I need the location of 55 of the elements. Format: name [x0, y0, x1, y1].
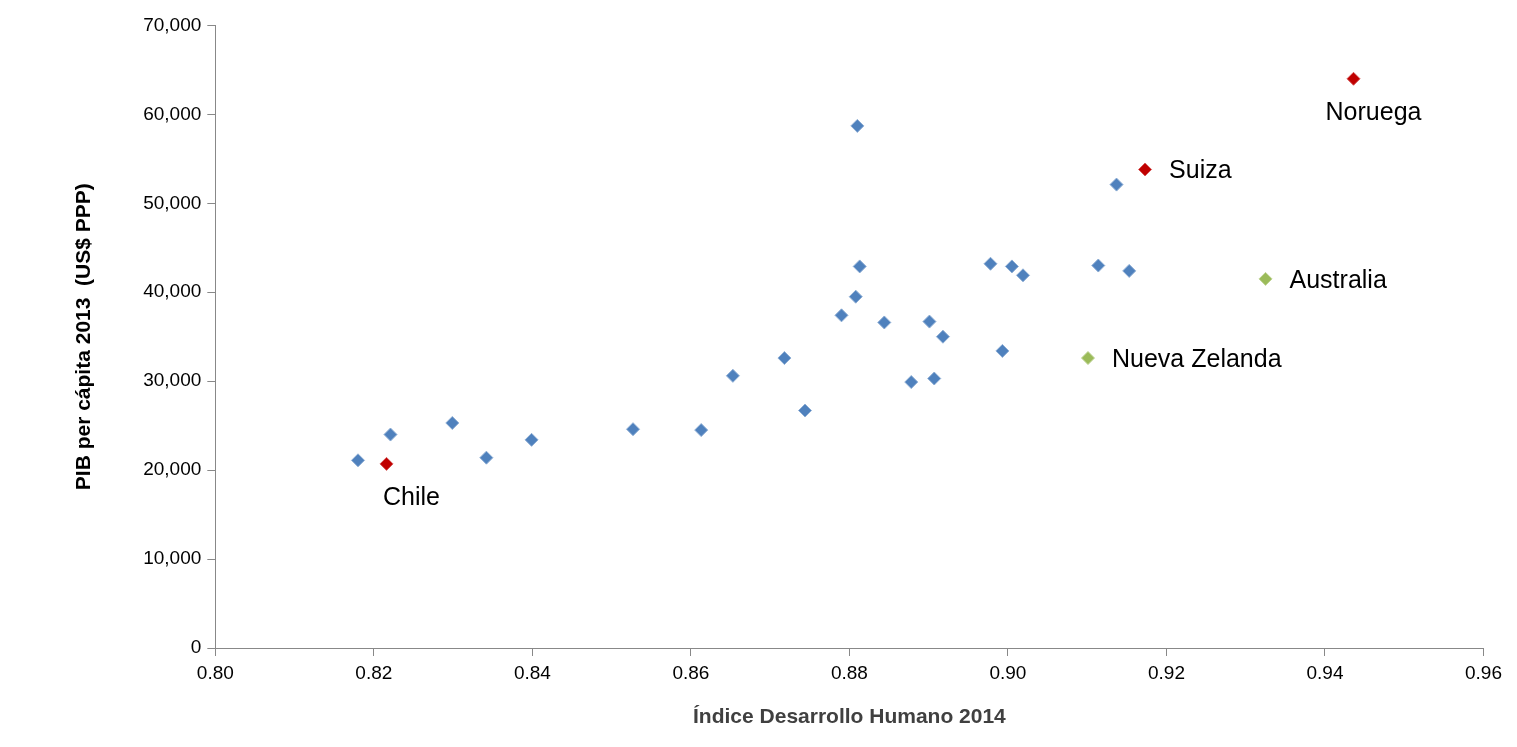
y-tick-label: 70,000 [143, 13, 202, 35]
point [1122, 263, 1137, 278]
annotation: Suiza [1169, 155, 1232, 184]
point [904, 375, 919, 390]
x-axis-title: Índice Desarrollo Humano 2014 [693, 704, 1007, 728]
y-tick-label: 50,000 [143, 191, 202, 213]
point [995, 343, 1010, 358]
x-tick-label: 0.88 [830, 661, 868, 683]
point [383, 427, 398, 442]
x-tick-label: 0.96 [1465, 661, 1502, 683]
annotation: Noruega [1325, 97, 1422, 126]
point [927, 371, 942, 386]
x-tick-label: 0.92 [1147, 661, 1185, 683]
annotation: Australia [1289, 264, 1387, 293]
x-tick-label: 0.82 [355, 661, 393, 683]
annotation: Nueva Zelanda [1111, 343, 1282, 372]
point [1258, 271, 1273, 286]
point [445, 415, 460, 430]
annotation: Chile [383, 482, 441, 511]
point [1080, 351, 1095, 366]
point [1004, 259, 1019, 274]
point [1346, 71, 1361, 86]
y-tick-label: 10,000 [143, 547, 202, 569]
point [850, 118, 865, 133]
point [350, 453, 365, 468]
x-tick-label: 0.84 [513, 661, 552, 683]
y-tick-label: 20,000 [143, 458, 202, 480]
point [694, 423, 709, 438]
x-tick-label: 0.80 [196, 661, 234, 683]
y-tick-label: 40,000 [143, 280, 202, 302]
y-axis-title: PIB per cápita 2013 (US$ PPP) [71, 183, 95, 491]
y-tick-label: 60,000 [143, 102, 202, 124]
point [777, 351, 792, 366]
point [626, 422, 641, 437]
point [524, 432, 539, 447]
point [725, 368, 740, 383]
point [877, 315, 892, 330]
point [1138, 162, 1153, 177]
x-tick-label: 0.86 [672, 661, 710, 683]
point [834, 308, 849, 323]
point [1091, 258, 1106, 273]
y-tick-label: 0 [190, 636, 202, 658]
point [848, 289, 863, 304]
point [1109, 177, 1124, 192]
x-tick-label: 0.94 [1306, 661, 1344, 683]
point [852, 259, 867, 274]
y-tick-label: 30,000 [143, 369, 202, 391]
point [379, 456, 394, 471]
x-tick-label: 0.90 [989, 661, 1027, 683]
point [1016, 268, 1030, 283]
point [798, 403, 813, 418]
point [922, 314, 937, 329]
point [935, 329, 950, 344]
point [983, 256, 998, 271]
point [479, 450, 494, 465]
